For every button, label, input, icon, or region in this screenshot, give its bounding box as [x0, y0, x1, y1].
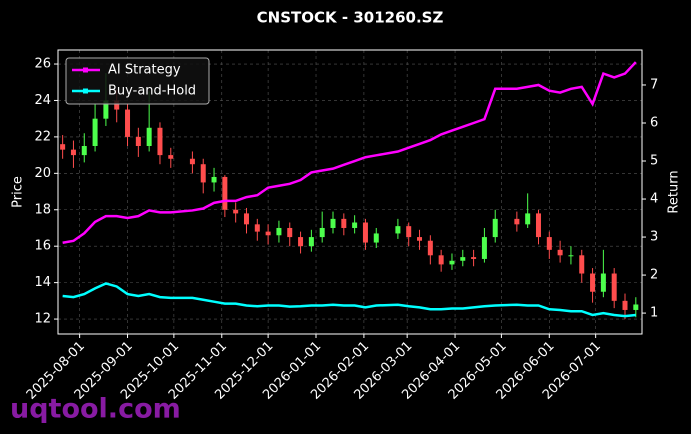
candle-body	[492, 218, 498, 238]
candle-body	[535, 213, 541, 238]
y2-tick-label: 2	[650, 268, 658, 283]
candle-body	[146, 127, 152, 147]
chart-title: CNSTOCK - 301260.SZ	[257, 9, 444, 27]
return-line	[62, 282, 636, 318]
candle-body	[92, 118, 98, 147]
candle-body	[427, 240, 433, 256]
candle-body	[157, 127, 163, 156]
candle-body	[438, 255, 444, 265]
candle-body	[308, 237, 314, 247]
candle-body	[233, 209, 239, 214]
legend-label: Buy-and-Hold	[108, 84, 196, 99]
candle-body	[406, 226, 412, 238]
candle-body	[579, 255, 585, 274]
candle-body	[114, 100, 120, 110]
y-tick-label: 24	[34, 93, 51, 108]
candle-body	[373, 233, 379, 243]
candle-body	[460, 257, 466, 261]
watermark: uqtool.com	[10, 394, 181, 425]
candle-body	[222, 176, 228, 210]
candle-body	[103, 100, 109, 119]
candle-body	[168, 155, 174, 159]
candle-body	[341, 218, 347, 228]
candle-body	[568, 255, 574, 257]
candle-body	[298, 237, 304, 247]
legend-label: AI Strategy	[108, 63, 181, 78]
y-tick-label: 18	[34, 202, 51, 217]
candle-body	[622, 300, 628, 310]
y2-tick-label: 4	[650, 192, 658, 207]
y2-axis-label: Return	[667, 170, 682, 213]
candle-body	[319, 227, 325, 238]
candle-body	[481, 237, 487, 259]
candle-body	[362, 222, 368, 243]
y2-tick-label: 3	[650, 230, 658, 245]
plot-frame	[57, 49, 643, 335]
candle-body	[125, 109, 131, 137]
candle-body	[633, 304, 639, 310]
candle-body	[189, 158, 195, 165]
legend-box	[65, 57, 210, 105]
candle-body	[265, 231, 271, 236]
candle-body	[557, 249, 563, 256]
candle-body	[546, 237, 552, 250]
legend-marker	[83, 67, 88, 73]
y2-tick-label: 5	[650, 154, 658, 169]
candle-body	[352, 222, 358, 228]
y-tick-label: 20	[34, 166, 51, 181]
return-line	[62, 61, 637, 244]
candle-body	[417, 237, 423, 241]
candle-body	[60, 144, 66, 150]
candle-body	[70, 149, 76, 156]
y-axis-label: Price	[11, 176, 26, 208]
candle-body	[525, 213, 531, 225]
y-tick-label: 14	[34, 275, 51, 290]
y2-tick-label: 1	[650, 306, 658, 321]
y-tick-label: 16	[34, 239, 51, 254]
candle-body	[243, 213, 249, 225]
candle-body	[135, 136, 141, 147]
candle-body	[449, 260, 455, 265]
y-tick-label: 22	[34, 129, 51, 144]
candle-body	[514, 218, 520, 225]
candle-body	[600, 273, 606, 292]
y2-tick-label: 7	[650, 77, 658, 92]
candle-body	[471, 257, 477, 259]
legend-marker	[83, 88, 88, 94]
candle-body	[211, 176, 217, 183]
candle-body	[395, 226, 401, 234]
candle-body	[200, 164, 206, 183]
candle-body	[81, 146, 87, 156]
candle-body	[276, 227, 282, 236]
y2-tick-label: 6	[650, 115, 658, 130]
candle-body	[611, 273, 617, 301]
candle-body	[330, 218, 336, 228]
candle-body	[590, 273, 596, 292]
y-tick-label: 12	[34, 312, 51, 327]
candle-body	[254, 224, 260, 232]
candle-body	[287, 227, 293, 238]
y-tick-label: 26	[34, 57, 51, 72]
